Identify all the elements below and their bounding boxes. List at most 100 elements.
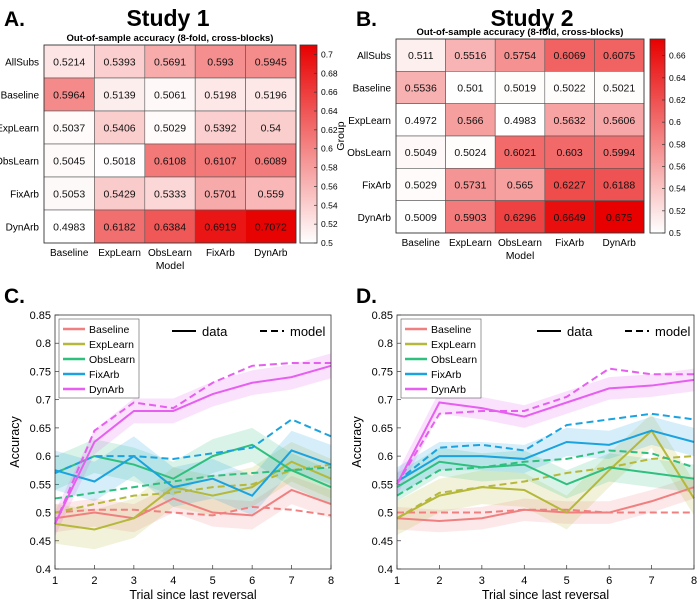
colorbar-tick-label: 0.7 bbox=[321, 49, 333, 59]
heatmap-cell-value: 0.6075 bbox=[603, 50, 635, 62]
model-line-obslearn bbox=[54, 466, 332, 500]
x-axis-label: Trial since last reversal bbox=[482, 588, 609, 602]
data-line-dynarb bbox=[54, 364, 332, 525]
heatmap-cell-value: 0.6188 bbox=[603, 180, 635, 192]
heatmap-cell-value: 0.6108 bbox=[154, 156, 186, 168]
data-line-explearn bbox=[396, 429, 695, 520]
plot-frame bbox=[396, 314, 695, 570]
study-2-title: Study 2 bbox=[490, 5, 573, 31]
model-line-fixarb bbox=[396, 412, 695, 483]
colorbar-tick-label: 0.6 bbox=[321, 144, 333, 154]
x-tick-label: 2 bbox=[436, 575, 442, 587]
model-line-dynarb bbox=[54, 361, 331, 525]
heatmap-cell bbox=[544, 103, 595, 137]
heatmap-column-label: Baseline bbox=[402, 238, 441, 249]
heatmap-column-label: DynArb bbox=[603, 238, 637, 249]
heatmap-cell-value: 0.5024 bbox=[454, 147, 486, 159]
heatmap-cell-value: 0.4983 bbox=[504, 115, 536, 127]
y-tick-label: 0.85 bbox=[30, 310, 51, 322]
heatmap-column-label: ObsLearn bbox=[148, 248, 192, 259]
heatmap-cell-value: 0.5029 bbox=[154, 123, 186, 135]
heatmap-cell-value: 0.675 bbox=[606, 212, 632, 224]
heatmap-cell bbox=[43, 77, 95, 112]
heatmap-row-label: Baseline bbox=[353, 84, 392, 95]
heatmap-row-label: AllSubs bbox=[5, 58, 39, 69]
colorbar-tick-label: 0.64 bbox=[321, 106, 338, 116]
heatmap-cell bbox=[395, 200, 446, 234]
heatmap-cell bbox=[594, 200, 645, 234]
heatmap-cell-value: 0.565 bbox=[507, 180, 533, 192]
x-tick-label: 5 bbox=[210, 575, 216, 587]
colorbar-tick-label: 0.58 bbox=[669, 139, 686, 149]
model-line-explearn bbox=[54, 463, 332, 514]
x-tick-label: 6 bbox=[606, 575, 612, 587]
heatmap-cell-value: 0.5429 bbox=[104, 189, 136, 201]
y-tick-label: 0.6 bbox=[36, 451, 51, 463]
line-chart-d: 0.4 0.45 0.5 0.55 0.6 0.65 0.7 0.75 0.8 0.85 1 2 3 4 5… bbox=[350, 310, 697, 602]
heatmap-cell-value: 0.5214 bbox=[53, 57, 85, 69]
heatmap-cell-value: 0.593 bbox=[207, 57, 233, 69]
y-tick-label: 0.4 bbox=[378, 564, 393, 576]
data-line-fixarb bbox=[54, 449, 332, 497]
heatmap-column-label: Baseline bbox=[50, 248, 89, 259]
heatmap-cell-value: 0.5037 bbox=[53, 123, 85, 135]
heatmap-cell-value: 0.5139 bbox=[104, 90, 136, 102]
heatmap-cell-value: 0.5606 bbox=[603, 115, 635, 127]
heatmap-cell bbox=[445, 135, 496, 169]
heatmap-column-label: ObsLearn bbox=[498, 238, 542, 249]
heatmap-row-label: ExpLearn bbox=[348, 116, 391, 127]
colorbar bbox=[649, 38, 666, 234]
heatmap-column-label: FixArb bbox=[555, 238, 584, 249]
colorbar-tick-label: 0.52 bbox=[669, 206, 686, 216]
heatmap-cell-value: 0.4972 bbox=[405, 115, 437, 127]
colorbar-tick-label: 0.52 bbox=[321, 219, 338, 229]
data-line-baseline bbox=[396, 486, 695, 523]
x-tick-label: 4 bbox=[521, 575, 527, 587]
heatmap-cell bbox=[594, 103, 645, 137]
heatmap-cell bbox=[43, 44, 95, 79]
heatmap-cell-value: 0.5198 bbox=[204, 90, 236, 102]
heatmap-cell bbox=[245, 77, 297, 112]
data-line-obslearn bbox=[396, 460, 695, 489]
heatmap-cell bbox=[194, 209, 246, 244]
heatmap-cell-value: 0.559 bbox=[258, 189, 284, 201]
heatmap-cell-value: 0.5701 bbox=[204, 189, 236, 201]
data-line-dynarb bbox=[396, 378, 695, 485]
heatmap-cell-value: 0.5009 bbox=[405, 212, 437, 224]
heatmap-cell bbox=[544, 200, 595, 234]
heatmap-row-label: AllSubs bbox=[357, 51, 391, 62]
heatmap-cell bbox=[194, 44, 246, 79]
heatmap-cell-value: 0.5964 bbox=[53, 90, 85, 102]
heatmap-cell bbox=[144, 209, 196, 244]
y-tick-label: 0.75 bbox=[30, 366, 51, 378]
colorbar-tick-label: 0.58 bbox=[321, 163, 338, 173]
error-band-explearn bbox=[397, 413, 694, 536]
model-line-baseline bbox=[397, 508, 694, 514]
y-tick-label: 0.7 bbox=[36, 395, 51, 407]
legend-label-baseline: Baseline bbox=[431, 324, 471, 336]
heatmap-row-label: FixArb bbox=[362, 181, 391, 192]
heatmap-cell-value: 0.6182 bbox=[104, 222, 136, 234]
heatmap-row-label: FixArb bbox=[10, 190, 39, 201]
error-band-dynarb bbox=[397, 368, 694, 496]
colorbar-tick-label: 0.66 bbox=[321, 87, 338, 97]
heatmap-cell-value: 0.5945 bbox=[255, 57, 287, 69]
heatmap-cell-value: 0.5049 bbox=[405, 147, 437, 159]
error-band-explearn bbox=[55, 442, 331, 550]
x-tick-label: 3 bbox=[479, 575, 485, 587]
y-tick-label: 0.5 bbox=[378, 508, 393, 520]
heatmap-cell-value: 0.603 bbox=[556, 147, 582, 159]
heatmap-cell-value: 0.5392 bbox=[204, 123, 236, 135]
legend-label-explearn: ExpLearn bbox=[89, 339, 134, 351]
heatmap-cell bbox=[194, 110, 246, 145]
heatmap-cell bbox=[494, 168, 546, 201]
heatmap-cell bbox=[445, 38, 496, 72]
heatmap-cell-value: 0.566 bbox=[457, 115, 483, 127]
x-tick-label: 8 bbox=[691, 575, 697, 587]
heatmap-cell bbox=[494, 103, 546, 137]
heatmap-column-label: ExpLearn bbox=[449, 238, 492, 249]
heatmap-column-label: DynArb bbox=[254, 248, 288, 259]
heatmap-title: Out-of-sample accuracy (8-fold, cross-bl… bbox=[417, 27, 624, 38]
error-band-dynarb bbox=[55, 353, 331, 537]
heatmap-cell-value: 0.5406 bbox=[104, 123, 136, 135]
